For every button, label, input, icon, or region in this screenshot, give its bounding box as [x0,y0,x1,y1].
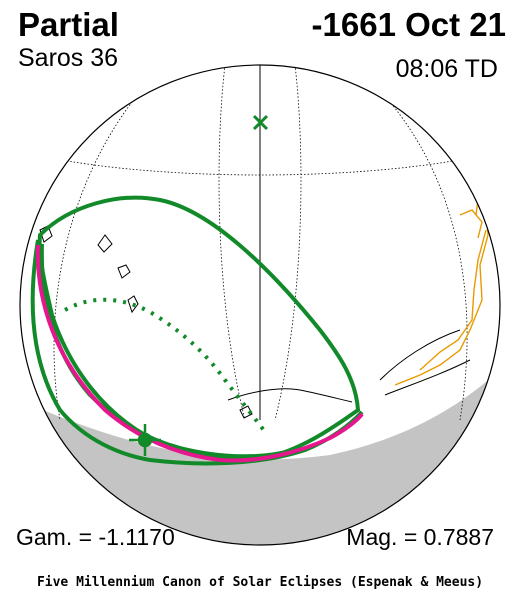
globe-outline [19,64,501,546]
sun-star-icon [129,424,161,456]
eclipse-dotted-path [64,297,267,434]
eclipse-date: -1661 Oct 21 [311,6,506,43]
max-eclipse-path [35,244,364,463]
magnitude-value: Mag. = 0.7887 [346,524,494,550]
eclipse-time: 08:06 TD [395,55,498,83]
credit-footer: Five Millennium Canon of Solar Eclipses … [36,575,484,590]
saros-label: Saros 36 [18,44,119,72]
x-mark-icon [252,114,269,131]
northern-limit-curve [37,195,361,461]
land-outlines [39,225,471,419]
eclipse-type-title: Partial [18,6,119,43]
gamma-value: Gam. = -1.1170 [16,524,175,550]
